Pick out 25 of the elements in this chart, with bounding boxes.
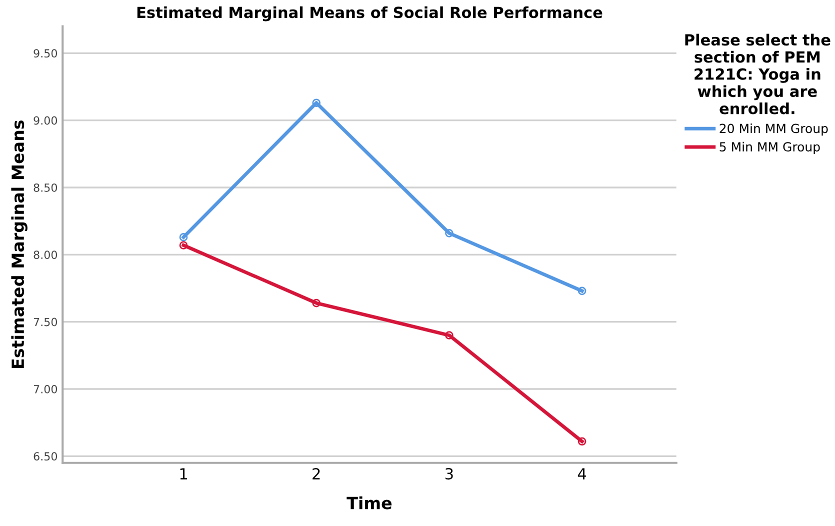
point xyxy=(445,331,454,340)
y-tick-label: 6.50 xyxy=(34,452,58,461)
x-tick-label: 1 xyxy=(180,468,187,480)
y-tick-label: 9.50 xyxy=(34,49,58,58)
x-tick-label: 2 xyxy=(312,468,320,480)
point xyxy=(445,229,454,238)
legend-title: Please select the section of PEM 2121C: Yoga in which you are enrolled. xyxy=(685,34,830,114)
y-tick-label: 8.00 xyxy=(34,250,58,260)
y-tick-label: 9.00 xyxy=(34,116,58,125)
x-tick-label: 3 xyxy=(445,468,453,480)
y-tick-label: 7.00 xyxy=(34,384,58,394)
point xyxy=(179,233,188,242)
y-axis-title: Estimated Marginal Means xyxy=(11,120,28,368)
x-axis-title: Time xyxy=(346,496,392,510)
legend-label: 5 Min MM Group xyxy=(720,142,820,154)
x-tick-label: 4 xyxy=(578,468,586,480)
point xyxy=(312,98,321,108)
point xyxy=(578,286,586,296)
point xyxy=(578,437,586,446)
point xyxy=(312,298,321,308)
y-tick-label: 7.50 xyxy=(34,318,58,326)
chart-title: Estimated Marginal Means of Social Role Performance xyxy=(137,6,602,22)
y-tick-label: 8.50 xyxy=(34,183,58,192)
legend-label: 20 Min MM Group xyxy=(720,124,828,136)
point xyxy=(179,241,188,250)
